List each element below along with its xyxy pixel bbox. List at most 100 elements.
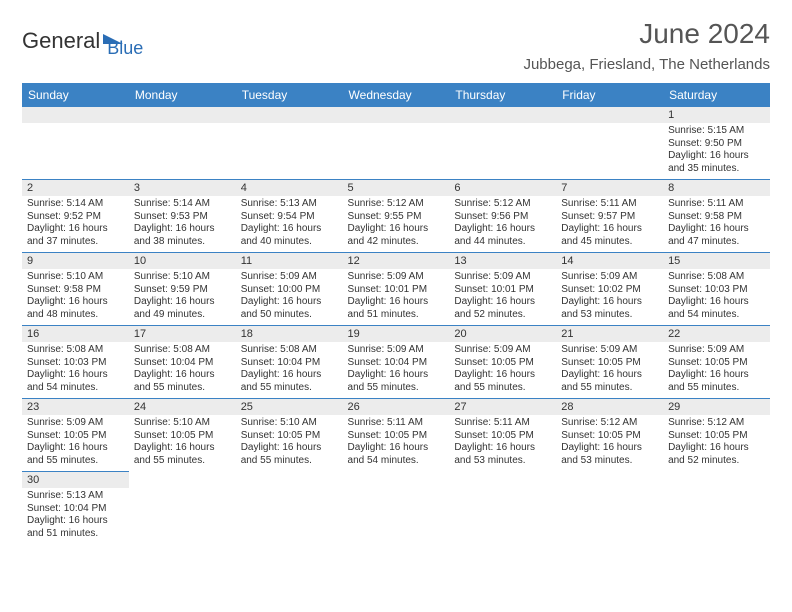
empty-day xyxy=(236,107,343,123)
day-cell: 25Sunrise: 5:10 AMSunset: 10:05 PMDaylig… xyxy=(236,399,343,472)
day-number: 16 xyxy=(22,326,129,342)
day-detail-line: Daylight: 16 hours xyxy=(27,369,124,382)
day-number: 14 xyxy=(556,253,663,269)
day-detail-line: Sunset: 9:54 PM xyxy=(241,211,338,224)
day-detail-line: Daylight: 16 hours xyxy=(134,223,231,236)
day-number: 29 xyxy=(663,399,770,415)
day-cell: 16Sunrise: 5:08 AMSunset: 10:03 PMDaylig… xyxy=(22,326,129,399)
day-details: Sunrise: 5:08 AMSunset: 10:04 PMDaylight… xyxy=(236,342,343,398)
day-header-row: Sunday Monday Tuesday Wednesday Thursday… xyxy=(22,83,770,107)
empty-day xyxy=(129,107,236,123)
day-detail-line: Daylight: 16 hours xyxy=(348,369,445,382)
day-detail-line: Sunset: 10:02 PM xyxy=(561,284,658,297)
day-number: 30 xyxy=(22,472,129,488)
day-detail-line: and 53 minutes. xyxy=(561,455,658,468)
week-row: 9Sunrise: 5:10 AMSunset: 9:58 PMDaylight… xyxy=(22,253,770,326)
day-detail-line: Sunrise: 5:12 AM xyxy=(454,198,551,211)
day-detail-line: Sunrise: 5:12 AM xyxy=(561,417,658,430)
week-row: 23Sunrise: 5:09 AMSunset: 10:05 PMDaylig… xyxy=(22,399,770,472)
day-detail-line: Daylight: 16 hours xyxy=(134,296,231,309)
day-detail-line: Sunrise: 5:10 AM xyxy=(134,417,231,430)
day-detail-line: and 55 minutes. xyxy=(348,382,445,395)
day-detail-line: and 55 minutes. xyxy=(134,455,231,468)
day-detail-line: Daylight: 16 hours xyxy=(561,369,658,382)
day-cell: 17Sunrise: 5:08 AMSunset: 10:04 PMDaylig… xyxy=(129,326,236,399)
day-cell xyxy=(343,107,450,180)
day-cell xyxy=(449,107,556,180)
calendar-body: 1Sunrise: 5:15 AMSunset: 9:50 PMDaylight… xyxy=(22,107,770,544)
day-detail-line: Daylight: 16 hours xyxy=(668,442,765,455)
day-header: Tuesday xyxy=(236,83,343,107)
day-header: Thursday xyxy=(449,83,556,107)
day-detail-line: Daylight: 16 hours xyxy=(668,296,765,309)
day-detail-line: Daylight: 16 hours xyxy=(27,223,124,236)
day-detail-line: and 54 minutes. xyxy=(27,382,124,395)
day-detail-line: Daylight: 16 hours xyxy=(348,223,445,236)
day-detail-line: Sunrise: 5:11 AM xyxy=(561,198,658,211)
day-details: Sunrise: 5:12 AMSunset: 10:05 PMDaylight… xyxy=(556,415,663,471)
day-detail-line: and 51 minutes. xyxy=(348,309,445,322)
day-number: 27 xyxy=(449,399,556,415)
day-cell: 7Sunrise: 5:11 AMSunset: 9:57 PMDaylight… xyxy=(556,180,663,253)
day-cell: 2Sunrise: 5:14 AMSunset: 9:52 PMDaylight… xyxy=(22,180,129,253)
day-detail-line: Sunrise: 5:09 AM xyxy=(561,271,658,284)
day-detail-line: Sunset: 10:03 PM xyxy=(668,284,765,297)
day-number: 19 xyxy=(343,326,450,342)
day-details: Sunrise: 5:14 AMSunset: 9:53 PMDaylight:… xyxy=(129,196,236,252)
day-detail-line: and 40 minutes. xyxy=(241,236,338,249)
day-detail-line: and 55 minutes. xyxy=(241,455,338,468)
day-number: 6 xyxy=(449,180,556,196)
day-cell: 9Sunrise: 5:10 AMSunset: 9:58 PMDaylight… xyxy=(22,253,129,326)
day-cell: 11Sunrise: 5:09 AMSunset: 10:00 PMDaylig… xyxy=(236,253,343,326)
day-details: Sunrise: 5:09 AMSunset: 10:05 PMDaylight… xyxy=(22,415,129,471)
day-cell xyxy=(663,472,770,545)
day-detail-line: Sunset: 9:55 PM xyxy=(348,211,445,224)
day-number: 25 xyxy=(236,399,343,415)
day-detail-line: Sunrise: 5:15 AM xyxy=(668,125,765,138)
day-detail-line: Sunset: 10:05 PM xyxy=(454,430,551,443)
day-detail-line: Sunrise: 5:08 AM xyxy=(241,344,338,357)
day-detail-line: Sunset: 10:05 PM xyxy=(27,430,124,443)
day-cell: 26Sunrise: 5:11 AMSunset: 10:05 PMDaylig… xyxy=(343,399,450,472)
day-cell: 30Sunrise: 5:13 AMSunset: 10:04 PMDaylig… xyxy=(22,472,129,545)
day-cell: 21Sunrise: 5:09 AMSunset: 10:05 PMDaylig… xyxy=(556,326,663,399)
empty-day xyxy=(556,107,663,123)
day-details: Sunrise: 5:08 AMSunset: 10:03 PMDaylight… xyxy=(22,342,129,398)
day-cell xyxy=(449,472,556,545)
empty-day xyxy=(449,107,556,123)
day-cell xyxy=(22,107,129,180)
day-detail-line: Sunset: 10:04 PM xyxy=(241,357,338,370)
day-detail-line: Daylight: 16 hours xyxy=(454,223,551,236)
day-detail-line: Daylight: 16 hours xyxy=(668,223,765,236)
day-number: 24 xyxy=(129,399,236,415)
day-cell xyxy=(556,472,663,545)
day-number: 18 xyxy=(236,326,343,342)
day-detail-line: Daylight: 16 hours xyxy=(454,369,551,382)
day-detail-line: Sunrise: 5:14 AM xyxy=(27,198,124,211)
day-detail-line: and 35 minutes. xyxy=(668,163,765,176)
day-detail-line: and 49 minutes. xyxy=(134,309,231,322)
day-detail-line: Sunrise: 5:10 AM xyxy=(241,417,338,430)
week-row: 30Sunrise: 5:13 AMSunset: 10:04 PMDaylig… xyxy=(22,472,770,545)
day-detail-line: Sunset: 10:03 PM xyxy=(27,357,124,370)
day-detail-line: Sunrise: 5:10 AM xyxy=(27,271,124,284)
day-detail-line: and 52 minutes. xyxy=(668,455,765,468)
day-cell: 12Sunrise: 5:09 AMSunset: 10:01 PMDaylig… xyxy=(343,253,450,326)
day-detail-line: Sunrise: 5:09 AM xyxy=(454,271,551,284)
day-number: 23 xyxy=(22,399,129,415)
day-details: Sunrise: 5:11 AMSunset: 10:05 PMDaylight… xyxy=(343,415,450,471)
day-detail-line: and 55 minutes. xyxy=(668,382,765,395)
day-header: Saturday xyxy=(663,83,770,107)
day-detail-line: Sunrise: 5:09 AM xyxy=(348,344,445,357)
page-title: June 2024 xyxy=(523,18,770,50)
day-details: Sunrise: 5:13 AMSunset: 9:54 PMDaylight:… xyxy=(236,196,343,252)
day-detail-line: Sunset: 10:01 PM xyxy=(348,284,445,297)
day-detail-line: Sunrise: 5:09 AM xyxy=(27,417,124,430)
day-detail-line: Sunset: 10:04 PM xyxy=(348,357,445,370)
day-detail-line: and 48 minutes. xyxy=(27,309,124,322)
day-detail-line: Sunrise: 5:09 AM xyxy=(668,344,765,357)
day-detail-line: Sunrise: 5:12 AM xyxy=(668,417,765,430)
day-detail-line: Sunrise: 5:11 AM xyxy=(454,417,551,430)
day-details: Sunrise: 5:09 AMSunset: 10:05 PMDaylight… xyxy=(449,342,556,398)
day-detail-line: Sunset: 9:56 PM xyxy=(454,211,551,224)
